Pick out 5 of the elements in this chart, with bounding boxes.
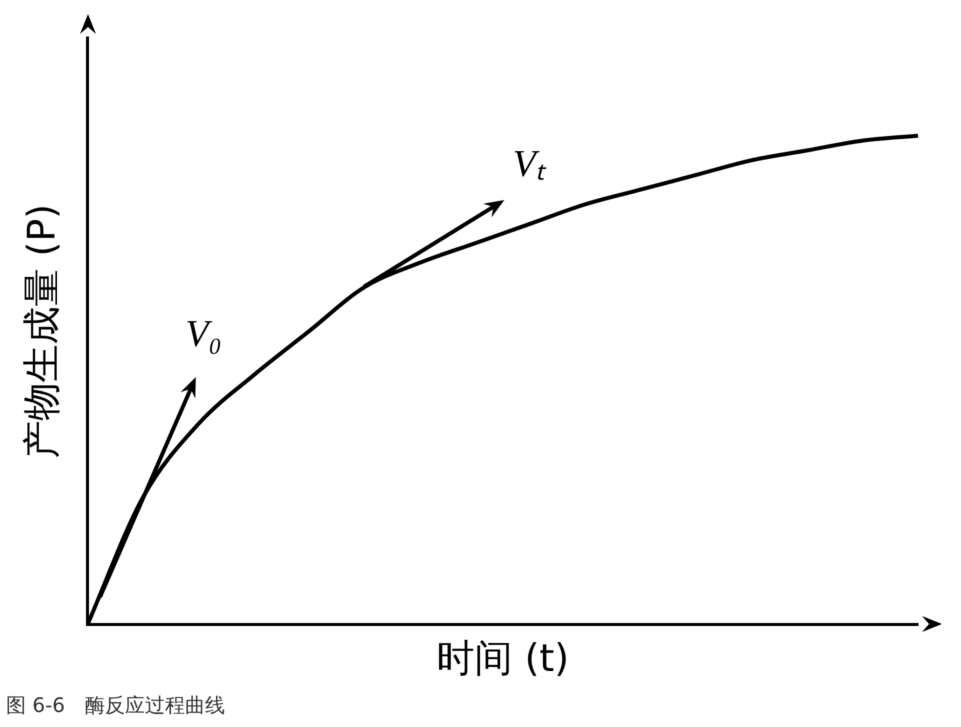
- annotation: Vₜ: [512, 142, 545, 188]
- y-axis-title: 产物生成量 (P): [20, 204, 64, 459]
- annotation: V₀: [185, 312, 222, 356]
- caption: 图 6-6 酶反应过程曲线: [6, 692, 226, 719]
- x-axis-title: 时间 (t): [436, 636, 570, 680]
